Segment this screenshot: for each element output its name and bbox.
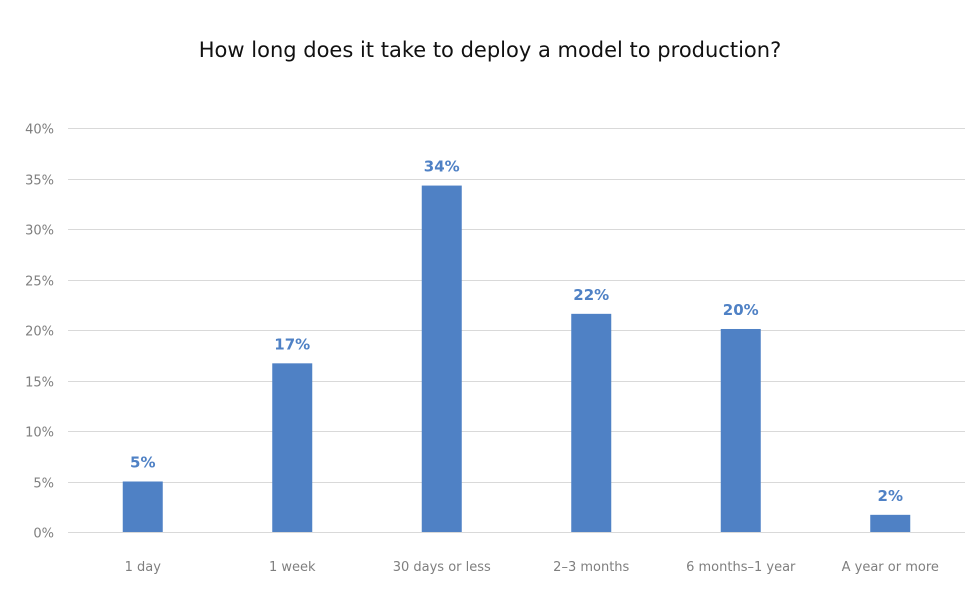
data-label: 2% [878, 487, 903, 505]
data-label: 5% [130, 454, 155, 472]
x-tick-label: 1 day [125, 560, 162, 575]
y-tick-label: 25% [25, 275, 54, 290]
y-axis-ticks: 0% 5% 10% 15% 20% 25% 30% 35% 40% [25, 123, 54, 542]
y-tick-label: 20% [25, 325, 54, 340]
y-tick-label: 35% [25, 174, 54, 189]
bar [122, 481, 163, 532]
data-label: 20% [723, 301, 759, 319]
data-label: 34% [424, 158, 460, 176]
x-tick-label: 2–3 months [553, 560, 629, 575]
x-tick-label: 6 months–1 year [686, 560, 796, 575]
y-tick-label: 10% [25, 426, 54, 441]
y-tick-label: 15% [25, 376, 54, 391]
x-axis-ticks: 1 day 1 week 30 days or less 2–3 months 6 mo… [125, 560, 939, 575]
bar [571, 313, 612, 532]
bar [720, 328, 761, 532]
data-label: 17% [274, 335, 310, 353]
chart-title: How long does it take to deploy a model … [199, 38, 781, 62]
y-tick-label: 0% [33, 527, 54, 542]
bar [870, 514, 911, 532]
gridlines [68, 128, 965, 533]
bars [122, 185, 911, 532]
data-label: 22% [573, 286, 609, 304]
data-labels: 5% 17% 34% 22% 20% 2% [130, 158, 903, 505]
x-tick-label: 30 days or less [393, 560, 491, 575]
y-tick-label: 30% [25, 224, 54, 239]
y-tick-label: 40% [25, 123, 54, 138]
x-tick-label: A year or more [842, 560, 939, 575]
x-tick-label: 1 week [269, 560, 316, 575]
y-tick-label: 5% [33, 477, 54, 492]
bar [272, 363, 313, 532]
bar [421, 185, 462, 532]
